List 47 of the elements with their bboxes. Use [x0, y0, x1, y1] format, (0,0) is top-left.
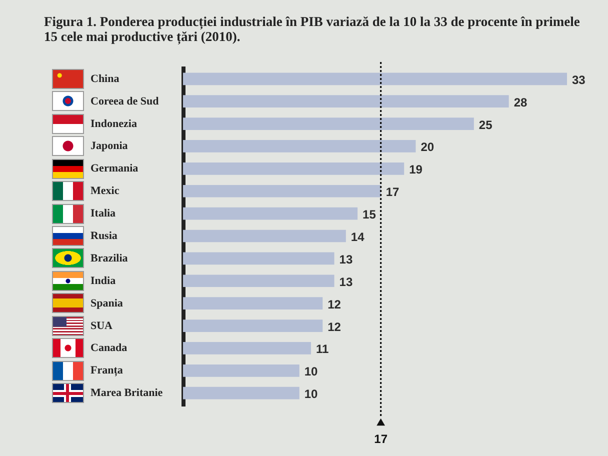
- y-tick-label: Rusia: [90, 230, 118, 242]
- y-tick-label: Germania: [90, 162, 139, 175]
- bar: [183, 364, 300, 377]
- data-label: 11: [316, 342, 330, 356]
- bar: [183, 297, 323, 310]
- y-tick-label: Coreea de Sud: [90, 95, 159, 108]
- bar: [183, 342, 311, 354]
- data-label: 28: [514, 95, 528, 110]
- bar: [183, 162, 404, 175]
- y-tick-label: Indonezia: [90, 118, 138, 130]
- y-tick-label: China: [90, 72, 120, 85]
- data-label: 14: [350, 230, 365, 244]
- y-tick-label: Canada: [90, 342, 128, 354]
- data-label: 10: [304, 364, 318, 379]
- y-tick-label: India: [90, 274, 116, 287]
- bar: [183, 274, 334, 288]
- data-label: 20: [420, 140, 434, 154]
- y-tick-label: Mexic: [90, 185, 120, 198]
- data-label: 13: [339, 252, 353, 266]
- y-tick-label: Brazilia: [90, 252, 128, 264]
- chart-title: Figura 1. Ponderea producției industriale în PIB variază de la 10 la 33 de procente în primele 15 cele mai productive țări (2010).: [44, 14, 581, 44]
- bar: [183, 207, 358, 220]
- bar: [183, 386, 300, 400]
- bar: [183, 118, 474, 130]
- bar: [183, 184, 381, 198]
- bar: [183, 252, 334, 265]
- data-label: 15: [362, 208, 376, 222]
- bar: [183, 320, 323, 332]
- bar: [183, 140, 416, 152]
- bar: [183, 72, 567, 86]
- y-tick-label: Marea Britanie: [90, 387, 163, 400]
- y-tick-label: Japonia: [90, 140, 128, 152]
- bar: [183, 230, 346, 242]
- y-tick-label: Spania: [90, 297, 124, 310]
- data-label: 12: [328, 320, 342, 334]
- data-label: 12: [328, 297, 342, 312]
- y-tick-label: Italia: [90, 208, 116, 220]
- data-label: 19: [409, 162, 423, 177]
- bar: [183, 95, 509, 108]
- ref-line-label: 17: [374, 432, 388, 446]
- data-label: 10: [304, 387, 318, 402]
- y-tick-label: SUA: [90, 320, 113, 332]
- data-label: 25: [478, 118, 493, 132]
- data-label: 17: [386, 185, 400, 200]
- data-label: 33: [572, 72, 586, 87]
- data-label: 13: [339, 274, 353, 289]
- y-tick-label: Franța: [90, 364, 124, 377]
